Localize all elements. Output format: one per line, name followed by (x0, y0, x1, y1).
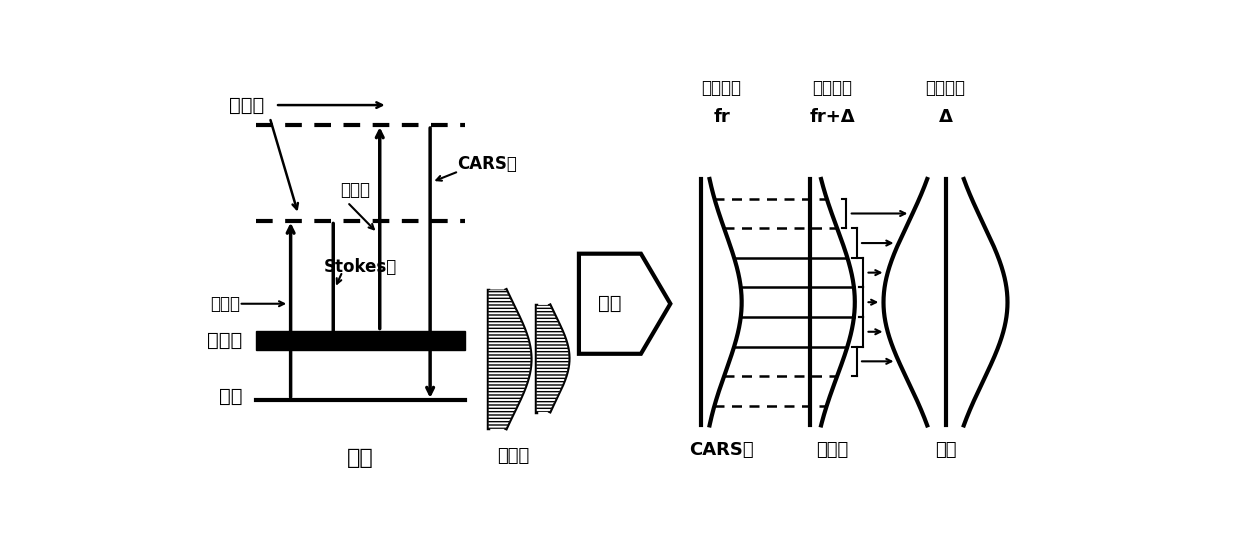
Text: 虚能态: 虚能态 (229, 95, 264, 114)
Text: 探测光: 探测光 (340, 181, 370, 199)
Text: 基态: 基态 (219, 386, 243, 405)
Text: 泵浦光: 泵浦光 (210, 295, 239, 313)
Text: CARS光: CARS光 (689, 441, 754, 459)
Text: 频率间隔: 频率间隔 (925, 79, 966, 97)
Text: 样品: 样品 (347, 448, 373, 468)
Text: 振动态: 振动态 (207, 331, 243, 350)
Text: Stokes光: Stokes光 (324, 258, 397, 276)
Text: 频率间隔: 频率间隔 (812, 79, 852, 97)
Text: fr+Δ: fr+Δ (810, 108, 856, 126)
Text: 参考光: 参考光 (816, 441, 848, 459)
Text: Δ: Δ (939, 108, 952, 126)
Text: 拍频: 拍频 (598, 294, 621, 313)
Text: CARS光: CARS光 (458, 154, 517, 172)
Polygon shape (579, 254, 671, 354)
Text: 拍频: 拍频 (935, 441, 956, 459)
Bar (255, 332, 465, 350)
Text: 频率间隔: 频率间隔 (702, 79, 742, 97)
Text: 参考光: 参考光 (497, 447, 529, 465)
Text: fr: fr (713, 108, 730, 126)
